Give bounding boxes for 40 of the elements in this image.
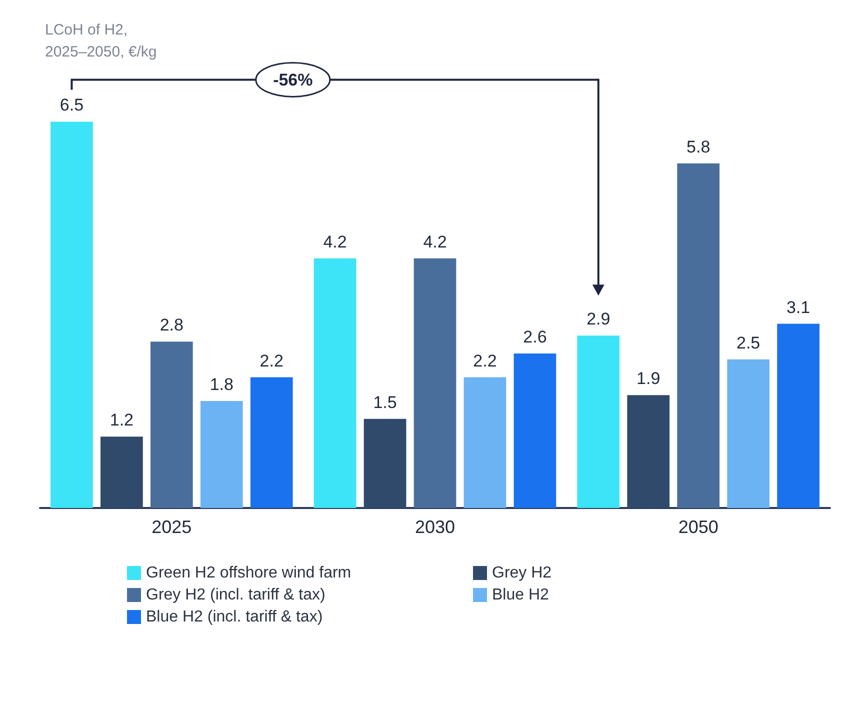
data-label: 6.5 <box>60 96 84 115</box>
data-label: 2.8 <box>160 316 184 335</box>
bar <box>577 336 620 508</box>
bar <box>514 353 556 508</box>
data-label: 1.2 <box>110 410 134 430</box>
data-label: 1.9 <box>636 369 660 388</box>
data-label: 2.6 <box>523 327 547 346</box>
bar <box>677 163 720 508</box>
data-label: 2.5 <box>736 333 760 352</box>
data-label: 2.9 <box>586 310 610 329</box>
x-tick-label: 2050 <box>678 517 718 537</box>
bar <box>464 377 506 508</box>
data-label: 4.2 <box>323 232 347 252</box>
data-label: 1.5 <box>373 392 397 412</box>
bar <box>100 436 143 508</box>
bar <box>150 342 193 508</box>
bar <box>200 401 243 508</box>
bar <box>627 395 670 508</box>
bar <box>250 377 293 508</box>
legend-label: Green H2 offshore wind farm <box>146 564 352 582</box>
bar <box>50 122 93 508</box>
x-tick-label: 2025 <box>152 517 192 537</box>
data-label: 2.2 <box>473 351 497 370</box>
y-axis-title: LCoH of H2, 2025–2050, €/kg <box>45 22 157 60</box>
data-label: 1.8 <box>210 375 234 394</box>
bar <box>364 418 406 508</box>
legend-label: Grey H2 (incl. tariff & tax) <box>146 586 326 604</box>
bar <box>414 258 456 508</box>
legend-label: Blue H2 <box>492 586 550 604</box>
x-tick-label: 2030 <box>414 517 456 537</box>
data-label: 4.2 <box>423 232 447 252</box>
data-label: 2.2 <box>260 351 284 370</box>
data-label: 3.1 <box>786 298 810 317</box>
text: -56% <box>273 70 313 90</box>
data-label: 5.8 <box>686 137 710 156</box>
bar <box>727 359 770 508</box>
legend-label: Grey H2 <box>492 564 552 582</box>
bar <box>314 258 356 508</box>
legend-label: Blue H2 (incl. tariff & tax) <box>146 608 323 626</box>
bar <box>777 324 820 508</box>
